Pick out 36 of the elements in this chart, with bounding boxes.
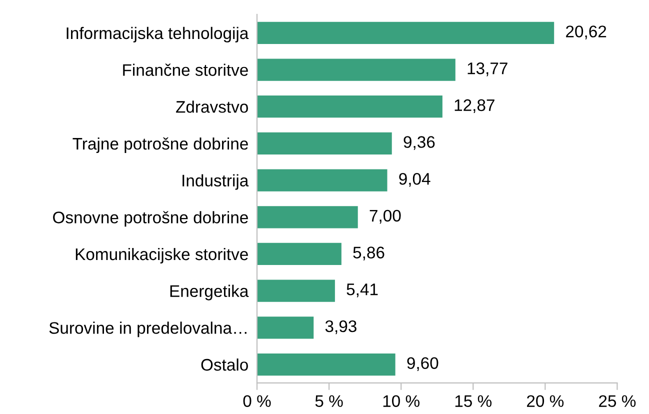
bar [257, 96, 442, 118]
data-label: 9,60 [407, 357, 438, 371]
x-tick-label: 20 % [527, 395, 564, 407]
x-tick-label: 0 % [243, 395, 271, 407]
bar [257, 22, 554, 44]
y-tick-label: Surovine in predelovalna… [49, 322, 246, 338]
bar [257, 58, 456, 81]
bar [257, 353, 396, 376]
bar [257, 206, 358, 228]
y-tick-label: Komunikacijske storitve [76, 248, 248, 264]
bar [257, 280, 335, 302]
y-tick-label: Energetika [170, 284, 249, 300]
bar [257, 242, 342, 266]
x-tick-label: 15 % [455, 395, 492, 407]
data-label: 13,77 [468, 62, 508, 76]
x-tick-label: 5 % [315, 395, 343, 407]
bar [257, 316, 314, 339]
y-tick-label: Ostalo [201, 358, 248, 371]
bar [257, 132, 392, 155]
bar [257, 169, 388, 192]
data-label: 5,41 [346, 284, 378, 298]
y-tick-label: Finančne storitve [123, 64, 248, 76]
data-label: 12,87 [454, 99, 494, 114]
data-label: 7,00 [370, 210, 401, 224]
data-label: 3,93 [325, 320, 356, 334]
y-tick-label: Zdravstvo [176, 100, 248, 113]
y-tick-label: Trajne potrošne dobrine [72, 137, 248, 153]
x-tick-label: 10 % [383, 395, 420, 407]
data-label: 5,86 [353, 246, 384, 260]
data-label: 9,04 [399, 172, 430, 187]
x-tick-label: 25 % [599, 395, 636, 407]
y-tick-label: Informacijska tehnologija [66, 26, 249, 42]
y-tick-label: Osnovne potrošne dobrine [53, 211, 248, 227]
data-label: 20,62 [566, 26, 606, 40]
y-tick-label: Industrija [182, 174, 249, 190]
data-label: 9,36 [404, 136, 435, 150]
